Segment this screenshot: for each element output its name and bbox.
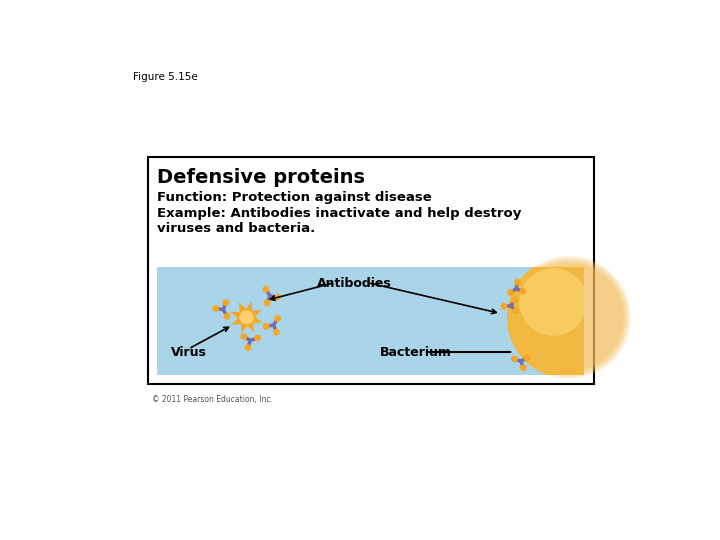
Text: Function: Protection against disease: Function: Protection against disease: [158, 191, 432, 204]
Text: Antibodies: Antibodies: [317, 276, 391, 289]
Text: © 2011 Pearson Education, Inc.: © 2011 Pearson Education, Inc.: [152, 395, 273, 404]
Circle shape: [275, 316, 280, 321]
Circle shape: [508, 257, 630, 378]
Bar: [148, 157, 594, 384]
Bar: [158, 267, 585, 375]
Circle shape: [514, 262, 624, 372]
Circle shape: [241, 334, 246, 339]
Circle shape: [264, 287, 269, 292]
Circle shape: [274, 294, 280, 300]
Circle shape: [507, 256, 631, 379]
Circle shape: [512, 298, 518, 303]
Circle shape: [520, 288, 526, 294]
Text: Bacterium: Bacterium: [379, 346, 451, 359]
Circle shape: [501, 303, 507, 309]
Circle shape: [515, 264, 623, 371]
Circle shape: [521, 365, 526, 370]
Circle shape: [508, 289, 513, 295]
Circle shape: [223, 300, 229, 305]
Circle shape: [255, 335, 261, 341]
Circle shape: [264, 323, 269, 329]
Circle shape: [274, 329, 279, 335]
Circle shape: [507, 256, 631, 379]
Polygon shape: [230, 301, 263, 334]
Circle shape: [519, 268, 588, 336]
Circle shape: [515, 279, 520, 285]
Circle shape: [264, 300, 270, 306]
Text: Defensive proteins: Defensive proteins: [158, 168, 366, 187]
Circle shape: [509, 258, 629, 377]
Circle shape: [245, 345, 251, 350]
Circle shape: [512, 356, 517, 362]
Circle shape: [524, 355, 530, 361]
Circle shape: [513, 261, 625, 373]
Text: Example: Antibodies inactivate and help destroy
viruses and bacteria.: Example: Antibodies inactivate and help …: [158, 207, 522, 235]
Circle shape: [225, 314, 230, 319]
Circle shape: [213, 306, 218, 311]
Text: Figure 5.15e: Figure 5.15e: [132, 72, 197, 83]
Circle shape: [240, 311, 253, 323]
Circle shape: [510, 259, 627, 375]
Circle shape: [513, 308, 518, 313]
Circle shape: [512, 260, 626, 374]
Text: Virus: Virus: [171, 346, 207, 359]
